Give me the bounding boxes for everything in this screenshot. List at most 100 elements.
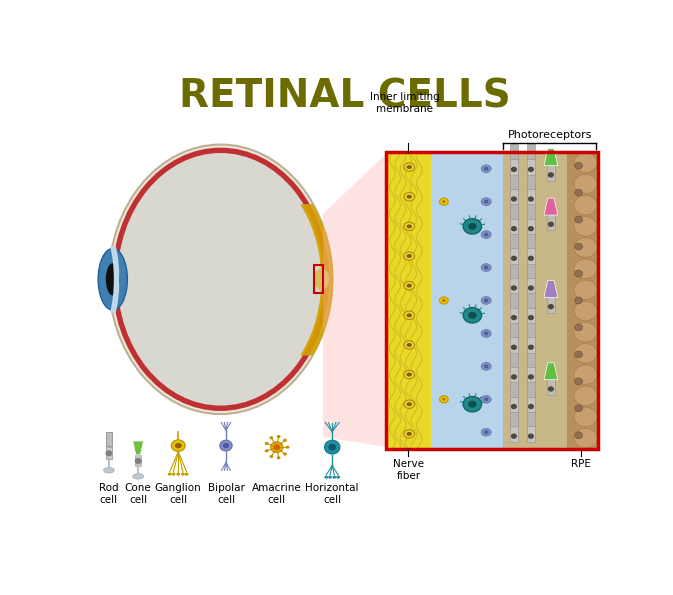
Ellipse shape bbox=[406, 254, 412, 258]
Bar bbox=[510, 426, 518, 441]
Ellipse shape bbox=[528, 196, 534, 202]
Ellipse shape bbox=[406, 372, 412, 377]
Ellipse shape bbox=[574, 344, 597, 363]
Ellipse shape bbox=[511, 404, 517, 409]
Ellipse shape bbox=[463, 218, 482, 234]
Ellipse shape bbox=[574, 407, 597, 427]
Ellipse shape bbox=[324, 475, 328, 479]
Ellipse shape bbox=[135, 458, 141, 464]
Ellipse shape bbox=[511, 196, 517, 202]
Polygon shape bbox=[544, 149, 558, 165]
Text: Amacrine
cell: Amacrine cell bbox=[252, 483, 302, 505]
Ellipse shape bbox=[528, 345, 534, 350]
Ellipse shape bbox=[406, 314, 412, 317]
Bar bbox=[527, 189, 535, 205]
Ellipse shape bbox=[404, 192, 415, 201]
Ellipse shape bbox=[264, 442, 269, 445]
Bar bbox=[527, 322, 535, 339]
Bar bbox=[510, 189, 518, 205]
Bar bbox=[510, 203, 518, 220]
Ellipse shape bbox=[574, 238, 597, 257]
Ellipse shape bbox=[548, 172, 554, 177]
Ellipse shape bbox=[575, 189, 582, 196]
Ellipse shape bbox=[314, 268, 329, 290]
Ellipse shape bbox=[117, 153, 324, 406]
Ellipse shape bbox=[574, 153, 597, 173]
Ellipse shape bbox=[574, 195, 597, 215]
Ellipse shape bbox=[481, 264, 491, 271]
Bar bbox=[510, 218, 518, 234]
Ellipse shape bbox=[406, 224, 412, 228]
Bar bbox=[106, 432, 112, 446]
Ellipse shape bbox=[269, 455, 273, 458]
Ellipse shape bbox=[575, 243, 582, 250]
Ellipse shape bbox=[176, 472, 180, 475]
Ellipse shape bbox=[181, 472, 185, 475]
Polygon shape bbox=[544, 198, 558, 215]
Ellipse shape bbox=[528, 315, 534, 320]
Ellipse shape bbox=[328, 444, 336, 450]
Ellipse shape bbox=[328, 475, 332, 479]
Ellipse shape bbox=[404, 281, 415, 290]
Bar bbox=[547, 164, 555, 181]
Ellipse shape bbox=[575, 270, 582, 277]
Bar bbox=[386, 152, 431, 449]
Polygon shape bbox=[544, 280, 558, 298]
Ellipse shape bbox=[463, 308, 482, 323]
Ellipse shape bbox=[109, 145, 332, 414]
Ellipse shape bbox=[575, 162, 582, 169]
Ellipse shape bbox=[548, 221, 554, 227]
Ellipse shape bbox=[404, 430, 415, 438]
Bar bbox=[527, 426, 535, 441]
Ellipse shape bbox=[468, 401, 476, 408]
Ellipse shape bbox=[133, 474, 143, 479]
Ellipse shape bbox=[481, 396, 491, 403]
Bar bbox=[527, 218, 535, 234]
Ellipse shape bbox=[528, 285, 534, 291]
Bar bbox=[527, 174, 535, 190]
Bar bbox=[510, 174, 518, 190]
Bar bbox=[510, 322, 518, 339]
Ellipse shape bbox=[484, 364, 489, 368]
Ellipse shape bbox=[439, 198, 448, 205]
Bar bbox=[503, 152, 567, 449]
Ellipse shape bbox=[484, 430, 489, 434]
Ellipse shape bbox=[575, 378, 582, 385]
Ellipse shape bbox=[574, 365, 597, 384]
Ellipse shape bbox=[574, 259, 597, 278]
Ellipse shape bbox=[285, 446, 289, 449]
Text: Photoreceptors: Photoreceptors bbox=[507, 130, 592, 140]
Bar bbox=[386, 152, 598, 449]
Ellipse shape bbox=[104, 468, 114, 473]
Bar bbox=[510, 396, 518, 412]
Bar bbox=[547, 214, 555, 230]
Ellipse shape bbox=[406, 165, 412, 169]
Ellipse shape bbox=[511, 315, 517, 320]
Ellipse shape bbox=[406, 402, 412, 406]
Bar bbox=[527, 262, 535, 280]
Bar bbox=[510, 381, 518, 398]
Ellipse shape bbox=[406, 343, 412, 347]
Bar bbox=[527, 308, 535, 323]
Bar bbox=[527, 233, 535, 250]
Ellipse shape bbox=[223, 443, 229, 448]
Ellipse shape bbox=[220, 440, 232, 451]
Ellipse shape bbox=[468, 223, 476, 230]
Bar bbox=[510, 411, 518, 428]
Bar bbox=[527, 144, 535, 161]
Bar bbox=[510, 337, 518, 353]
Bar bbox=[547, 378, 555, 395]
Ellipse shape bbox=[277, 435, 281, 438]
Ellipse shape bbox=[528, 256, 534, 261]
Polygon shape bbox=[544, 363, 558, 380]
Ellipse shape bbox=[336, 475, 340, 479]
Polygon shape bbox=[323, 152, 388, 447]
Ellipse shape bbox=[575, 297, 582, 304]
Ellipse shape bbox=[442, 200, 446, 203]
Ellipse shape bbox=[481, 362, 491, 370]
Text: RETINAL CELLS: RETINAL CELLS bbox=[178, 77, 510, 115]
Ellipse shape bbox=[574, 217, 597, 236]
Ellipse shape bbox=[548, 304, 554, 309]
Ellipse shape bbox=[484, 233, 489, 237]
Ellipse shape bbox=[575, 324, 582, 331]
